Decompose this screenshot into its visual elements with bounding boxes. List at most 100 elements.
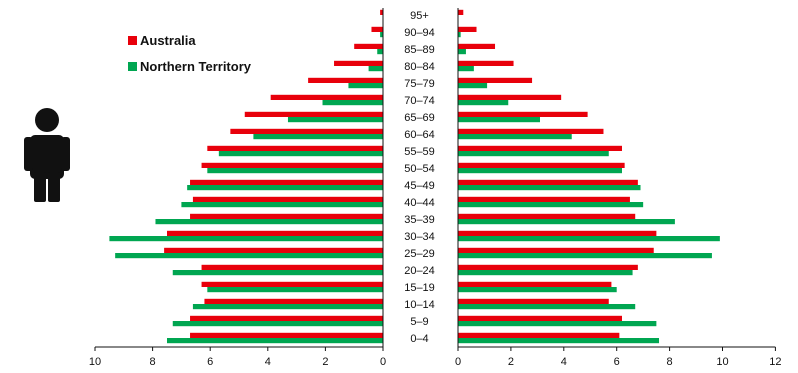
bar-left-australia-90-94 [371, 26, 383, 32]
bar-left-northern-territory-85-89 [377, 49, 383, 55]
bar-left-northern-territory-15-19 [207, 287, 383, 293]
bar-left-australia-40-44 [192, 196, 383, 202]
bar-left-australia-10-14 [204, 298, 383, 304]
bar-right-northern-territory-55-59 [458, 151, 609, 157]
bar-right-australia-75-79 [458, 77, 533, 83]
bar-left-australia-45-49 [190, 179, 383, 185]
bar-right-australia-0-4 [458, 332, 620, 338]
bar-right-northern-territory-35-39 [458, 219, 675, 225]
bar-right-northern-territory-30-34 [458, 236, 720, 242]
bar-right-australia-10-14 [458, 298, 609, 304]
bar-right-northern-territory-50-54 [458, 168, 622, 174]
bar-left-australia-50-54 [201, 162, 383, 168]
left-bars [109, 9, 384, 344]
right-bars [458, 9, 720, 344]
bar-left-northern-territory-50-54 [207, 168, 383, 174]
age-label-5-9: 5–9 [410, 316, 428, 328]
bar-right-australia-40-44 [458, 196, 630, 202]
age-label-65-69: 65–69 [404, 112, 435, 124]
bar-left-northern-territory-45-49 [187, 185, 383, 191]
age-label-0-4: 0–4 [410, 333, 428, 345]
age-label-90-94: 90–94 [404, 27, 435, 39]
bar-right-northern-territory-25-29 [458, 253, 712, 259]
bar-left-australia-35-39 [190, 213, 383, 219]
bar-left-northern-territory-80-84 [368, 66, 383, 72]
bar-left-australia-0-4 [190, 332, 383, 338]
bar-left-australia-20-24 [201, 264, 383, 270]
bar-right-australia-55-59 [458, 145, 622, 151]
right-tick-label-2: 2 [508, 356, 514, 368]
legend-label-northern-territory: Northern Territory [140, 59, 252, 74]
bar-right-northern-territory-65-69 [458, 117, 540, 123]
bar-left-australia-30-34 [167, 230, 383, 236]
bar-left-australia-5-9 [190, 315, 383, 321]
age-label-40-44: 40–44 [404, 197, 435, 209]
right-tick-label-0: 0 [455, 356, 461, 368]
bar-right-australia-15-19 [458, 281, 612, 287]
bar-right-northern-territory-40-44 [458, 202, 644, 208]
right-tick-label-4: 4 [561, 356, 567, 368]
bar-right-australia-35-39 [458, 213, 636, 219]
right-tick-label-10: 10 [716, 356, 728, 368]
age-label-15-19: 15–19 [404, 282, 435, 294]
age-label-20-24: 20–24 [404, 265, 435, 277]
bar-left-australia-65-69 [244, 111, 383, 117]
left-tick-label-0: 0 [380, 356, 386, 368]
bar-left-australia-75-79 [308, 77, 383, 83]
bar-right-northern-territory-20-24 [458, 270, 633, 276]
legend-label-australia: Australia [140, 33, 196, 48]
right-axis: 0 2 4 6 8 10 12 [455, 8, 782, 368]
bar-left-northern-territory-35-39 [155, 219, 383, 225]
legend: Australia Northern Territory [128, 33, 252, 74]
bar-left-northern-territory-40-44 [181, 202, 383, 208]
bar-right-australia-25-29 [458, 247, 654, 253]
bar-left-australia-60-64 [230, 128, 383, 134]
bar-right-northern-territory-80-84 [458, 66, 474, 72]
bar-left-australia-80-84 [334, 60, 383, 66]
legend-swatch-australia [128, 36, 137, 45]
bar-right-australia-50-54 [458, 162, 625, 168]
age-label-60-64: 60–64 [404, 129, 435, 141]
right-tick-label-6: 6 [614, 356, 620, 368]
bar-left-australia-85-89 [354, 43, 383, 49]
left-tick-label-6: 6 [207, 356, 213, 368]
age-label-95plus: 95+ [410, 10, 429, 22]
age-label-80-84: 80–84 [404, 61, 435, 73]
bar-left-northern-territory-25-29 [115, 253, 383, 259]
bar-right-australia-45-49 [458, 179, 638, 185]
age-label-25-29: 25–29 [404, 248, 435, 260]
age-label-50-54: 50–54 [404, 163, 435, 175]
age-label-35-39: 35–39 [404, 214, 435, 226]
left-axis: 10 8 6 4 2 0 [89, 8, 386, 368]
bar-right-australia-60-64 [458, 128, 604, 134]
bar-right-australia-95plus [458, 9, 464, 15]
bar-right-northern-territory-45-49 [458, 185, 641, 191]
bar-right-australia-20-24 [458, 264, 638, 270]
bar-right-australia-90-94 [458, 26, 477, 32]
left-tick-label-2: 2 [322, 356, 328, 368]
bar-left-northern-territory-75-79 [348, 83, 383, 89]
bar-left-northern-territory-10-14 [192, 304, 383, 310]
bar-right-northern-territory-15-19 [458, 287, 617, 293]
left-tick-label-4: 4 [265, 356, 271, 368]
age-label-75-79: 75–79 [404, 78, 435, 90]
right-tick-label-12: 12 [769, 356, 781, 368]
left-tick-label-10: 10 [89, 356, 101, 368]
bar-left-northern-territory-70-74 [322, 100, 383, 106]
bar-right-australia-70-74 [458, 94, 562, 100]
bar-right-australia-30-34 [458, 230, 657, 236]
age-label-10-14: 10–14 [404, 299, 435, 311]
bar-left-northern-territory-20-24 [172, 270, 383, 276]
bar-right-northern-territory-75-79 [458, 83, 488, 89]
bar-left-northern-territory-5-9 [172, 321, 383, 327]
male-figure-icon [24, 108, 70, 202]
bar-left-northern-territory-30-34 [109, 236, 384, 242]
bar-left-australia-25-29 [164, 247, 383, 253]
age-label-30-34: 30–34 [404, 231, 435, 243]
age-label-85-89: 85–89 [404, 44, 435, 56]
bar-right-australia-85-89 [458, 43, 496, 49]
bar-right-northern-territory-5-9 [458, 321, 657, 327]
bar-left-australia-70-74 [270, 94, 383, 100]
bar-right-australia-80-84 [458, 60, 514, 66]
